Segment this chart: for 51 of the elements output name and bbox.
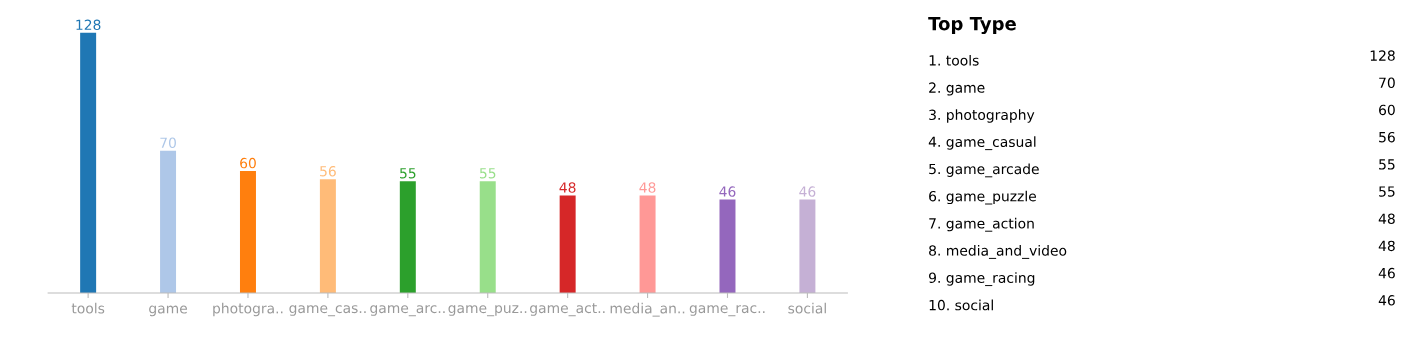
text: 7. game_action: [929, 217, 1034, 232]
data-label: 56: [320, 165, 336, 177]
text: 56: [1379, 131, 1395, 143]
text: 55: [1379, 186, 1395, 197]
bar: [479, 181, 496, 294]
bar: [559, 195, 576, 294]
text: 10. social: [929, 299, 993, 311]
x-tick-label: game_act..: [530, 303, 605, 317]
x-tick-label: social: [788, 302, 826, 314]
bar: [399, 181, 416, 294]
text: 128: [1370, 50, 1395, 61]
bar: [160, 150, 177, 294]
text: 55: [1379, 159, 1395, 170]
text: 3. photography: [929, 109, 1035, 123]
x-tick-label: game_puz..: [448, 305, 527, 317]
text: 46: [1378, 267, 1395, 279]
bar: [799, 199, 816, 294]
text: 8. media_and_video: [929, 245, 1067, 259]
text: 46: [1378, 295, 1395, 306]
bar: [319, 179, 336, 294]
text: 5. game_arcade: [929, 163, 1039, 178]
x-tick-label: game_rac..: [689, 305, 765, 317]
text: 60: [1379, 104, 1395, 116]
text: 48: [1378, 213, 1395, 224]
bar: [639, 195, 656, 294]
x-tick-label: media_an..: [610, 302, 685, 317]
data-label: 128: [76, 19, 101, 31]
text: 6. game_puzzle: [929, 190, 1037, 205]
data-label: 46: [799, 186, 816, 197]
bar: [719, 199, 736, 294]
x-tick-label: tools: [71, 302, 105, 314]
bar: [239, 171, 256, 294]
text: 48: [1378, 240, 1395, 252]
text: Top Type: [928, 16, 1016, 35]
x-tick-label: game_cas..: [289, 305, 366, 317]
data-label: 46: [719, 186, 736, 197]
text: 2. game: [929, 82, 985, 96]
data-label: 60: [240, 157, 256, 169]
text: 4. game_casual: [928, 136, 1036, 151]
text: 9. game_racing: [929, 272, 1035, 287]
data-label: 48: [639, 182, 656, 193]
text: 70: [1379, 77, 1395, 89]
x-tick-label: game_arc..: [370, 305, 445, 317]
x-tick-label: photogra..: [213, 302, 283, 317]
data-label: 55: [479, 168, 496, 179]
data-label: 48: [559, 182, 576, 193]
data-label: 55: [400, 168, 416, 179]
data-label: 70: [160, 137, 176, 149]
text: 1. tools: [929, 54, 979, 66]
bar: [80, 32, 97, 294]
x-tick-label: game: [149, 305, 188, 317]
